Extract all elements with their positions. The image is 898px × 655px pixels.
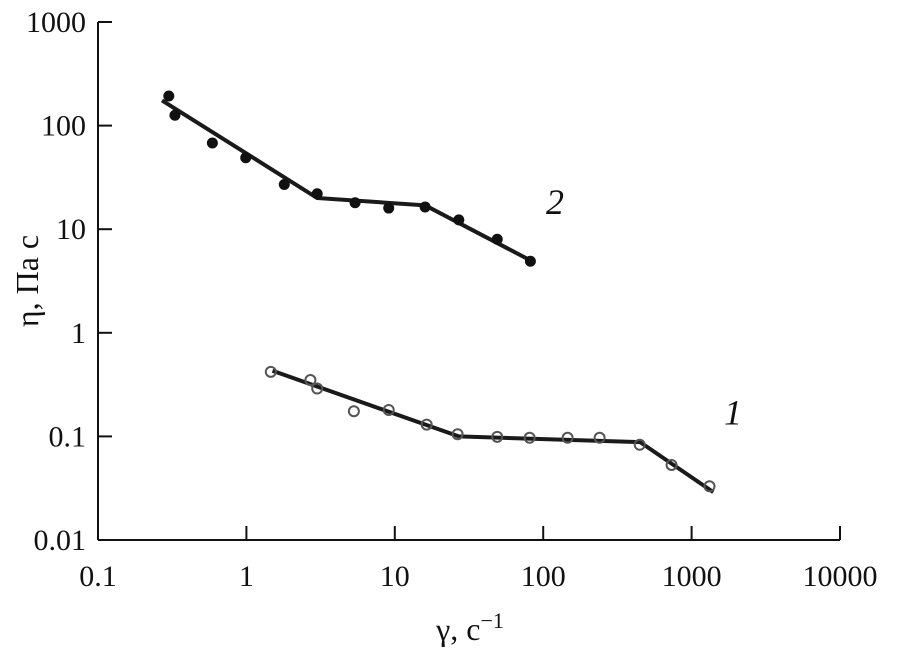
x-axis-label: γ, с−1 <box>435 608 504 647</box>
series-label-2: 2 <box>546 182 564 222</box>
data-point-series-1 <box>347 405 360 418</box>
data-point-series-2 <box>311 188 323 200</box>
y-tick-label: 100 <box>41 110 86 143</box>
y-tick-label: 10 <box>56 213 86 246</box>
x-tick-label: 1 <box>239 560 254 593</box>
data-point-series-1 <box>264 365 277 378</box>
data-point-series-2 <box>169 109 181 121</box>
data-point-series-2 <box>491 233 503 245</box>
data-point-series-1 <box>665 458 678 471</box>
data-point-series-1 <box>311 382 324 395</box>
data-point-series-1 <box>491 430 504 443</box>
y-tick-label: 0.1 <box>49 420 87 453</box>
data-point-series-2 <box>524 255 536 267</box>
data-point-series-1 <box>703 480 716 493</box>
y-tick-label: 1 <box>71 317 86 350</box>
data-point-series-1 <box>304 374 317 387</box>
data-point-series-2 <box>349 197 361 209</box>
x-tick-label: 10000 <box>803 560 878 593</box>
fit-line-series-1 <box>271 368 715 494</box>
data-point-series-1 <box>593 431 606 444</box>
data-point-series-1 <box>451 428 464 441</box>
fit-line-series-2 <box>160 98 532 263</box>
data-point-series-2 <box>383 202 395 214</box>
y-tick-label: 0.01 <box>34 524 87 557</box>
data-point-series-1 <box>561 431 574 444</box>
data-point-series-2 <box>206 137 218 149</box>
data-point-series-1 <box>523 431 536 444</box>
x-tick-label: 10 <box>380 560 410 593</box>
x-tick-label: 100 <box>521 560 566 593</box>
x-tick-label: 1000 <box>662 560 722 593</box>
data-point-series-2 <box>453 214 465 226</box>
x-tick-label: 0.1 <box>79 560 117 593</box>
y-tick-label: 1000 <box>26 6 86 39</box>
data-point-series-2 <box>419 201 431 213</box>
data-point-series-2 <box>278 179 290 191</box>
data-point-series-1 <box>382 403 395 416</box>
data-point-series-2 <box>240 152 252 164</box>
y-axis-label: η, Па с <box>9 235 45 327</box>
data-point-series-1 <box>420 418 433 431</box>
data-point-series-2 <box>163 90 175 102</box>
series-label-1: 1 <box>724 393 742 433</box>
data-point-series-1 <box>633 438 646 451</box>
